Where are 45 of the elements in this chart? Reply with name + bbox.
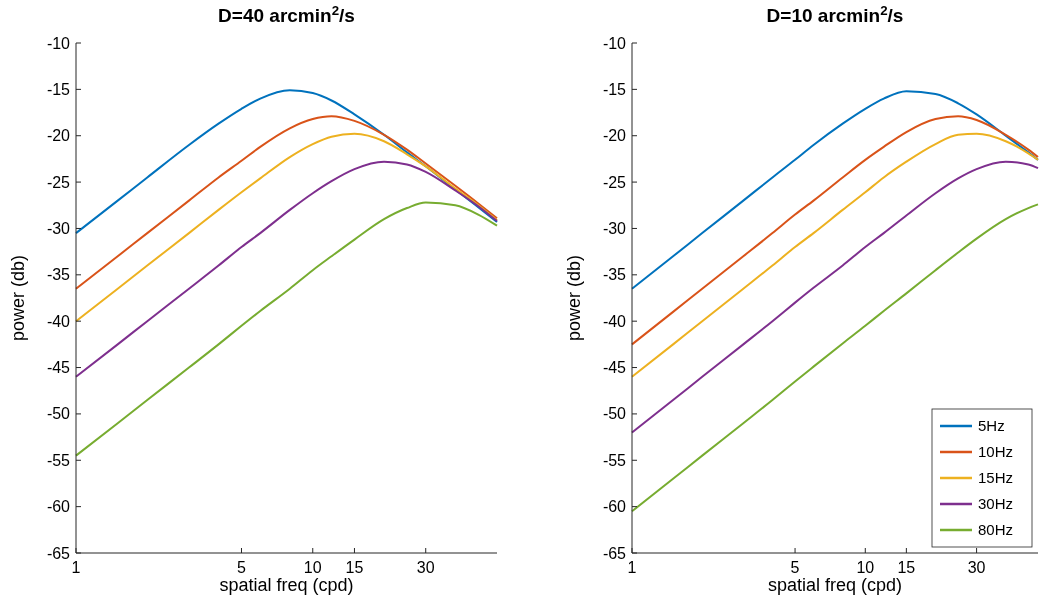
y-tick-label: -20 bbox=[46, 127, 71, 145]
y-tick-label: -25 bbox=[46, 173, 71, 191]
y-tick-label: -30 bbox=[602, 219, 627, 237]
x-tick-label: 30 bbox=[416, 559, 435, 576]
y-tick-label: -50 bbox=[602, 405, 627, 423]
y-tick-label: -30 bbox=[46, 219, 71, 237]
y-tick-label: -65 bbox=[602, 544, 627, 562]
x-tick-label: 1 bbox=[627, 559, 637, 576]
chart-title: D=40 arcmin$^{2}$/s bbox=[218, 2, 355, 26]
y-tick-label: -65 bbox=[46, 544, 71, 562]
x-axis-title: spatial freq (cpd) bbox=[219, 575, 354, 595]
y-tick-label: -60 bbox=[46, 498, 71, 516]
y-tick-label: -40 bbox=[46, 312, 71, 330]
y-tick-label: -20 bbox=[602, 127, 627, 145]
y-tick-label: -60 bbox=[602, 498, 627, 516]
y-tick-label: -40 bbox=[602, 312, 627, 330]
y-tick-label: -55 bbox=[46, 451, 71, 469]
x-tick-label: 10 bbox=[856, 559, 875, 576]
legend-label: 10Hz bbox=[978, 443, 1014, 460]
y-tick-label: -15 bbox=[602, 80, 627, 98]
x-tick-label: 5 bbox=[237, 559, 247, 576]
legend-label: 30Hz bbox=[978, 495, 1014, 512]
x-tick-label: 10 bbox=[303, 559, 322, 576]
x-tick-label: 5 bbox=[790, 559, 800, 576]
chart-title: D=10 arcmin$^{2}$/s bbox=[766, 2, 904, 26]
y-tick-label: -35 bbox=[46, 266, 71, 284]
y-tick-label: -15 bbox=[46, 80, 71, 98]
y-tick-label: -10 bbox=[46, 34, 71, 52]
x-tick-label: 1 bbox=[71, 559, 81, 576]
y-tick-label: -55 bbox=[602, 451, 627, 469]
y-tick-label: -45 bbox=[46, 359, 71, 377]
x-tick-label: 30 bbox=[967, 559, 986, 576]
x-axis-title: spatial freq (cpd) bbox=[767, 575, 903, 595]
legend-label: 15Hz bbox=[978, 469, 1014, 486]
y-axis-title: power (db) bbox=[564, 254, 584, 342]
y-tick-label: -35 bbox=[602, 266, 627, 284]
x-tick-label: 15 bbox=[345, 559, 364, 576]
y-tick-label: -10 bbox=[602, 34, 627, 52]
y-axis-title: power (db) bbox=[8, 254, 28, 342]
y-tick-label: -25 bbox=[602, 173, 627, 191]
x-tick-label: 15 bbox=[897, 559, 916, 576]
y-tick-label: -50 bbox=[46, 405, 71, 423]
legend-label: 80Hz bbox=[978, 521, 1014, 538]
legend-label: 5Hz bbox=[978, 417, 1005, 434]
y-tick-label: -45 bbox=[602, 359, 627, 377]
